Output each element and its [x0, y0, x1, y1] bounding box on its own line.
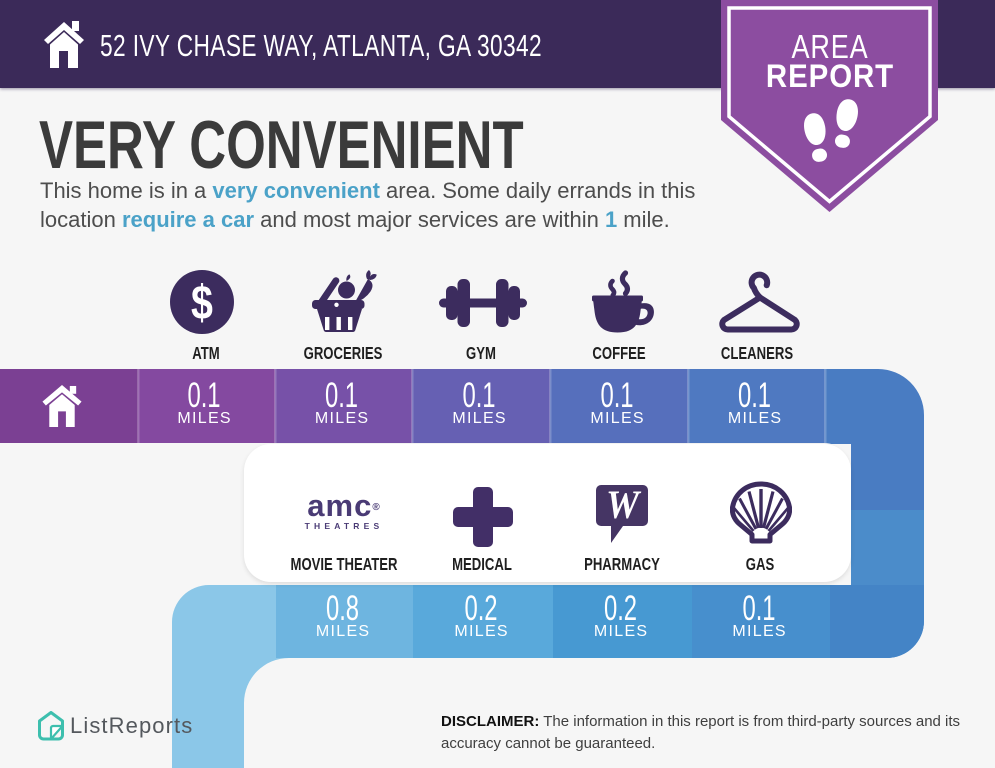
svg-text:REPORT: REPORT — [766, 58, 894, 94]
svg-text:AREA: AREA — [792, 30, 869, 66]
svg-text:$: $ — [191, 276, 213, 330]
svg-text:W: W — [606, 485, 642, 527]
